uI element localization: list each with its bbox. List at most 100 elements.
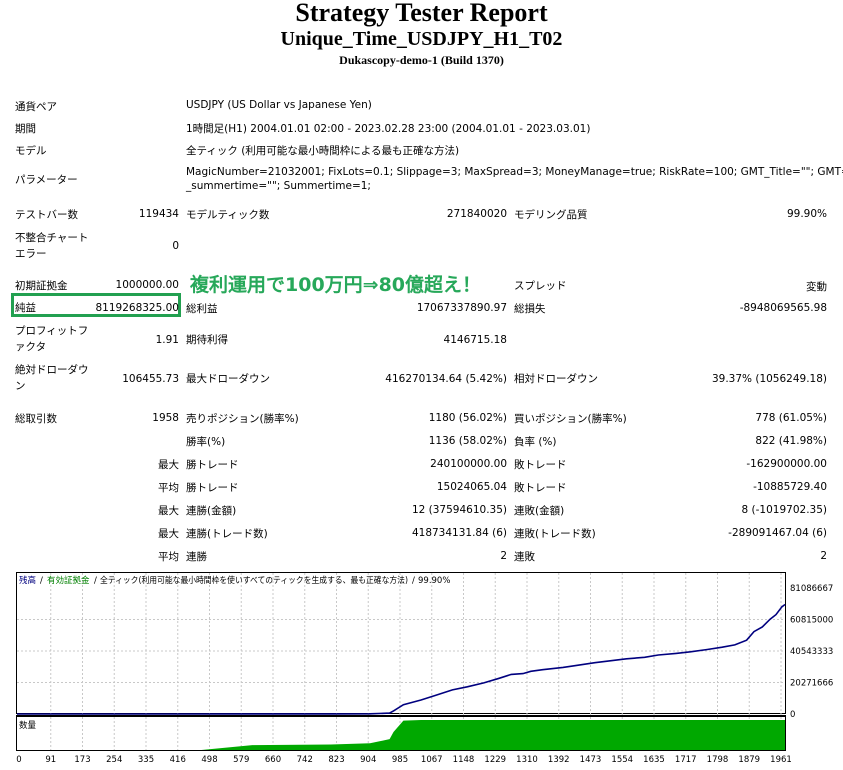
max-consec-loss-label: 連敗(金額) xyxy=(514,505,565,517)
loss-pct-label: 負率 (%) xyxy=(514,436,557,448)
long-positions-label: 買いポジション(勝率%) xyxy=(514,413,627,425)
short-positions-value: 1180 (56.02%) xyxy=(428,412,507,424)
expected-payoff-label: 期待利得 xyxy=(186,334,228,346)
legend-sep-3: / xyxy=(412,576,415,586)
mismatch-value: 0 xyxy=(172,240,179,252)
x-tick-label: 1554 xyxy=(611,755,633,765)
x-tick-label: 1961 xyxy=(770,755,792,765)
profit-factor-label-2: ァクタ xyxy=(15,341,47,353)
bars-value: 119434 xyxy=(138,208,179,220)
profit-factor-value: 1.91 xyxy=(155,334,179,346)
gross-loss-value: -8948069565.98 xyxy=(739,302,827,314)
mismatch-label-1: 不整合チャート xyxy=(15,232,89,244)
x-tick-label: 254 xyxy=(106,755,122,765)
y-tick-label: 20271666 xyxy=(790,679,833,689)
win-pct-label: 勝率(%) xyxy=(186,436,226,448)
max-consec-win-label: 連勝(金額) xyxy=(186,505,237,517)
legend-model: 全ティック(利用可能な最小時間枠を使いすべてのティックを生成する、最も正確な方法… xyxy=(100,575,408,586)
avg-consec-win-label: 連勝 xyxy=(186,551,207,563)
x-tick-label: 1879 xyxy=(738,755,760,765)
rel-drawdown-value: 39.37% (1056249.18) xyxy=(711,373,827,385)
max-consec2-prefix: 最大 xyxy=(158,528,179,540)
largest-win-value: 240100000.00 xyxy=(430,458,507,470)
avg-win-value: 15024065.04 xyxy=(436,481,507,493)
abs-drawdown-label-1: 絶対ドローダウ xyxy=(15,364,89,376)
max-consec-profit-label: 連勝(トレード数) xyxy=(186,528,268,540)
bars-label: テストバー数 xyxy=(15,209,78,221)
x-tick-label: 1229 xyxy=(484,755,506,765)
win-pct-value: 1136 (58.02%) xyxy=(428,435,507,447)
max-consec-lossamt-value: -289091467.04 (6) xyxy=(728,527,827,539)
params-label: パラメーター xyxy=(15,174,78,186)
total-trades-value: 1958 xyxy=(152,412,179,424)
legend-equity: 有効証拠金 xyxy=(47,575,90,586)
avg-consec-loss-value: 2 xyxy=(820,550,827,562)
x-tick-label: 0 xyxy=(16,755,21,765)
x-tick-label: 660 xyxy=(265,755,281,765)
params-line1: MagicNumber=21032001; FixLots=0.1; Slipp… xyxy=(186,166,843,178)
x-tick-label: 173 xyxy=(74,755,90,765)
gross-profit-value: 17067337890.97 xyxy=(416,302,507,314)
net-profit-label: 純益 xyxy=(15,302,36,314)
ticks-label: モデルティック数 xyxy=(186,209,270,221)
x-axis-ticks: 0 91 173 254 335 416 498 579 660 742 823 904 985 1067… xyxy=(16,755,792,765)
period-label: 期間 xyxy=(15,123,36,135)
chart-gridlines xyxy=(17,573,785,750)
chart-frame xyxy=(16,572,786,714)
x-tick-label: 1473 xyxy=(580,755,602,765)
x-tick-label: 1717 xyxy=(675,755,697,765)
x-tick-label: 416 xyxy=(170,755,186,765)
total-trades-label: 総取引数 xyxy=(15,413,57,425)
x-tick-label: 823 xyxy=(328,755,344,765)
net-profit-highlight xyxy=(11,293,181,317)
x-tick-label: 335 xyxy=(138,755,154,765)
report-subtitle: Unique_Time_USDJPY_H1_T02 xyxy=(280,28,563,50)
max-drawdown-value: 416270134.64 (5.42%) xyxy=(385,373,507,385)
y-tick-label: 81086667 xyxy=(790,584,833,594)
compound-banner: 複利運用で100万円⇒80億超え！ xyxy=(190,274,482,296)
short-positions-label: 売りポジション(勝率%) xyxy=(186,413,299,425)
max-consec-loss-value: 8 (-1019702.35) xyxy=(741,504,827,516)
gross-profit-label: 総利益 xyxy=(186,303,218,315)
y-tick-label: 40543333 xyxy=(790,647,833,657)
x-tick-label: 579 xyxy=(233,755,249,765)
x-tick-label: 1392 xyxy=(548,755,570,765)
long-positions-value: 778 (61.05%) xyxy=(755,412,827,424)
avg-consec-win-value: 2 xyxy=(500,550,507,562)
volume-area xyxy=(201,720,785,750)
net-profit-value: 8119268325.00 xyxy=(95,302,179,314)
avg-consec-loss-label: 連敗 xyxy=(514,551,535,563)
max-consec-lossamt-label: 連敗(トレード数) xyxy=(514,528,596,540)
x-tick-label: 91 xyxy=(45,755,56,765)
legend-balance: 残高 xyxy=(19,575,36,586)
average-prefix: 平均 xyxy=(158,482,179,494)
legend-sep-1: / xyxy=(40,576,43,586)
x-tick-label: 742 xyxy=(297,755,313,765)
params-line2: _summertime=""; Summertime=1; xyxy=(186,180,371,192)
balance-chart: 残高 / 有効証拠金 / 全ティック(利用可能な最小時間枠を使いすべてのティック… xyxy=(16,572,833,765)
x-tick-label: 1148 xyxy=(453,755,475,765)
pair-label: 通貨ペア xyxy=(15,101,57,113)
pair-value: USDJPY (US Dollar vs Japanese Yen) xyxy=(186,99,372,111)
max-consec-prefix: 最大 xyxy=(158,505,179,517)
x-tick-label: 1798 xyxy=(707,755,729,765)
largest-prefix: 最大 xyxy=(158,459,179,471)
legend-sep-2: / xyxy=(94,576,97,586)
period-value: 1時間足(H1) 2004.01.01 02:00 - 2023.02.28 2… xyxy=(186,123,591,135)
quality-value: 99.90% xyxy=(786,208,827,220)
volume-label: 数量 xyxy=(19,720,37,731)
x-tick-label: 498 xyxy=(201,755,217,765)
abs-drawdown-label-2: ン xyxy=(15,380,26,392)
expected-payoff-value: 4146715.18 xyxy=(443,334,507,346)
legend-quality: 99.90% xyxy=(418,576,450,586)
largest-loss-label: 敗トレード xyxy=(514,459,567,471)
profit-factor-label-1: プロフィットフ xyxy=(15,325,89,337)
chart-legend: 残高 / 有効証拠金 / 全ティック(利用可能な最小時間枠を使いすべてのティック… xyxy=(19,575,450,586)
y-axis-ticks: 81086667 60815000 40543333 20271666 0 xyxy=(790,584,833,720)
balance-line xyxy=(17,603,786,715)
model-label: モデル xyxy=(15,145,47,157)
server-label: Dukascopy-demo-1 (Build 1370) xyxy=(339,53,504,67)
abs-drawdown-value: 106455.73 xyxy=(122,373,179,385)
largest-win-label: 勝トレード xyxy=(186,459,239,471)
y-tick-label: 0 xyxy=(790,710,795,720)
